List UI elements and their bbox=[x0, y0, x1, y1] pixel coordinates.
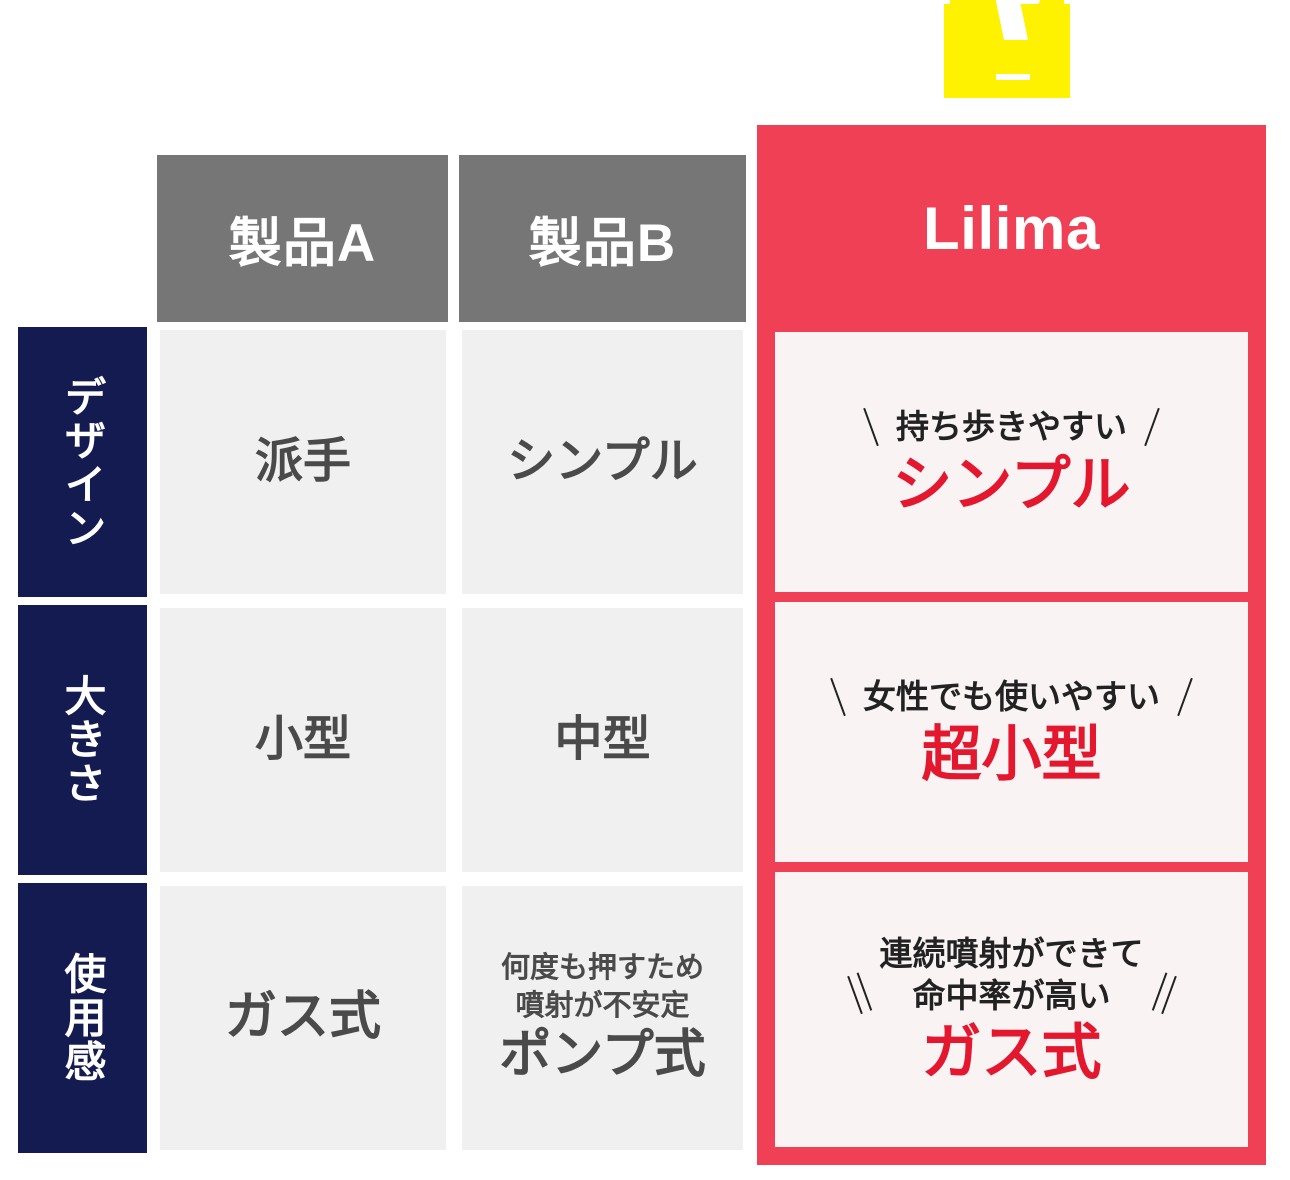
row-label-usability: 使用感 bbox=[18, 883, 147, 1153]
cell-product-b-size: 中型 bbox=[457, 603, 748, 877]
cell-product-a-usability-value: ガス式 bbox=[224, 988, 381, 1047]
lilima-cell-size: 女性でも使いやすい 超小型 bbox=[775, 602, 1248, 862]
cell-product-a-design: 派手 bbox=[155, 325, 451, 599]
cell-product-a-usability: ガス式 bbox=[155, 881, 451, 1155]
row-label-usability-text: 使用感 bbox=[59, 952, 106, 1084]
cell-product-b-usability-note: 何度も押すため 噴射が不安定 bbox=[500, 952, 704, 1023]
column-header-lilima-label: Lilima bbox=[923, 195, 1100, 262]
lilima-column: Lilima 持ち歩きやすい シンプル 女性でも使いやすい 超小型 連続噴射がで… bbox=[757, 125, 1266, 1165]
column-header-product-b: 製品B bbox=[459, 155, 746, 322]
row-label-design-text: デザイン bbox=[59, 374, 106, 550]
cell-product-b-usability: 何度も押すため 噴射が不安定 ポンプ式 bbox=[457, 881, 748, 1155]
row-label-size-text: 大きさ bbox=[59, 674, 106, 806]
cell-product-a-size: 小型 bbox=[155, 603, 451, 877]
lilima-sub-design: 持ち歩きやすい bbox=[862, 406, 1161, 448]
cell-product-b-design-value: シンプル bbox=[507, 435, 698, 489]
lilima-main-size: 超小型 bbox=[921, 720, 1102, 788]
lilima-cell-design: 持ち歩きやすい シンプル bbox=[775, 332, 1248, 592]
lilima-sub-size: 女性でも使いやすい bbox=[829, 676, 1194, 718]
lilima-sub-usability: 連続噴射ができて 命中率が高い bbox=[846, 933, 1178, 1017]
column-header-product-a-label: 製品A bbox=[228, 213, 377, 273]
column-header-lilima: Lilima bbox=[757, 125, 1266, 332]
lilima-cell-usability: 連続噴射ができて 命中率が高い ガス式 bbox=[775, 872, 1248, 1147]
cell-product-b-usability-value: ポンプ式 bbox=[499, 1025, 706, 1084]
column-header-product-b-label: 製品B bbox=[528, 213, 677, 273]
cell-product-a-size-value: 小型 bbox=[254, 713, 351, 767]
row-label-size: 大きさ bbox=[18, 605, 147, 875]
row-label-design: デザイン bbox=[18, 327, 147, 597]
cell-product-b-design: シンプル bbox=[457, 325, 748, 599]
cell-product-a-design-value: 派手 bbox=[254, 435, 351, 489]
lilima-main-design: シンプル bbox=[892, 450, 1131, 518]
cell-product-b-size-value: 中型 bbox=[554, 713, 651, 767]
crown-icon bbox=[944, 0, 1070, 104]
lilima-main-usability: ガス式 bbox=[921, 1019, 1102, 1087]
column-header-product-a: 製品A bbox=[157, 155, 448, 322]
